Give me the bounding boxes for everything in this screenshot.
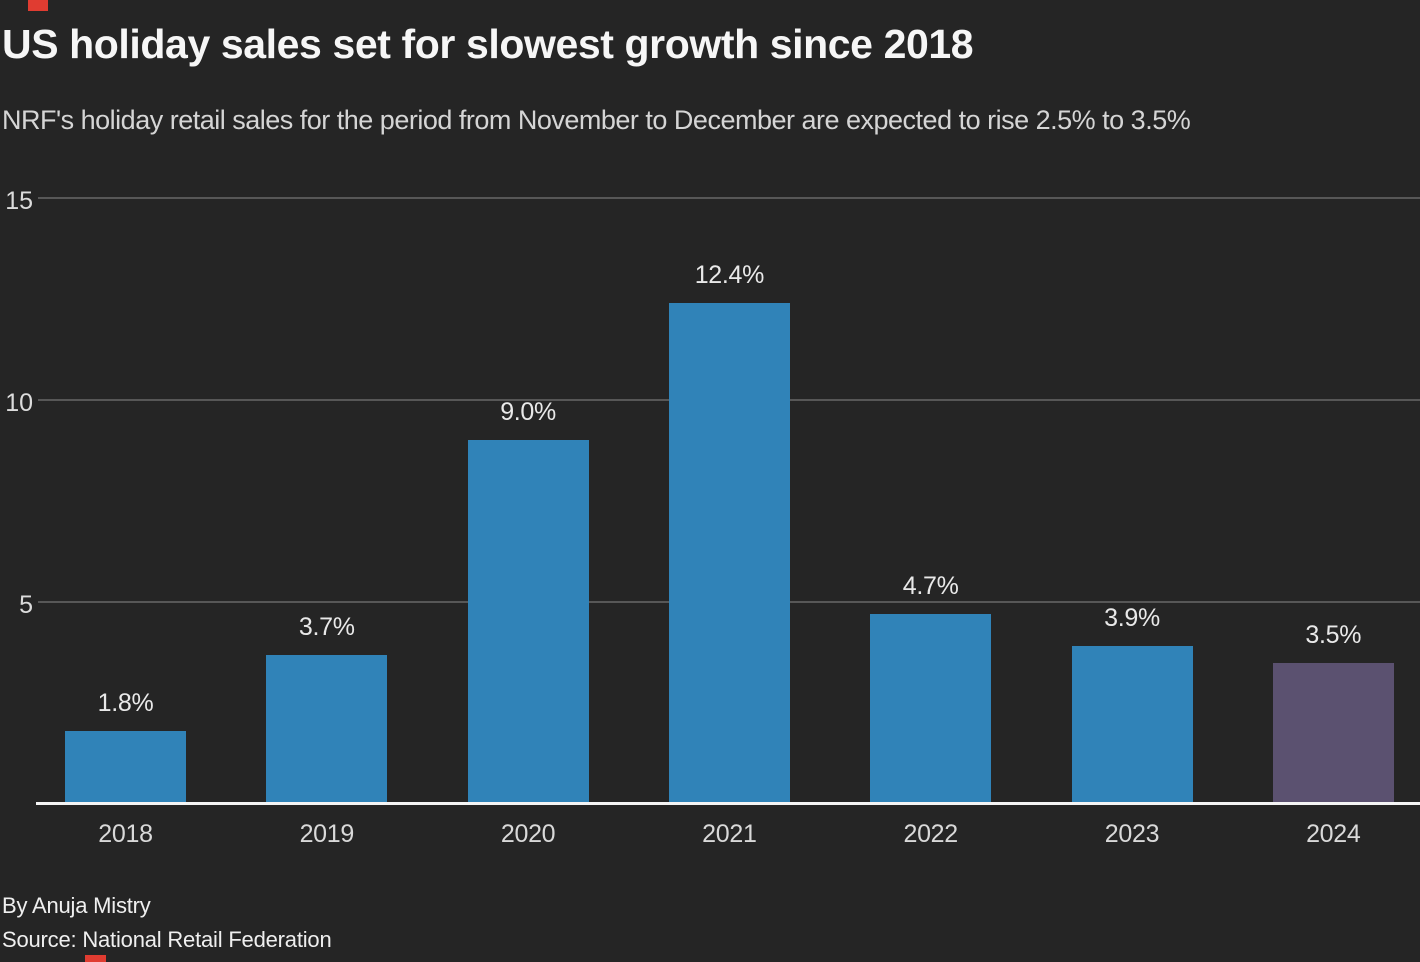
gridline-15 [38, 197, 1420, 199]
x-tick-label-2022: 2022 [903, 820, 958, 848]
bar-value-label-2020: 9.0% [500, 398, 556, 426]
brand-red-square [28, 0, 48, 11]
bar-2019 [266, 655, 387, 804]
bar-2022 [870, 614, 991, 804]
bar-2024 [1273, 663, 1394, 804]
chart-subtitle: NRF's holiday retail sales for the perio… [2, 105, 1191, 135]
x-axis-line [36, 802, 1420, 805]
y-tick-label-5: 5 [19, 591, 33, 619]
bar-2020 [468, 440, 589, 804]
chart-title: US holiday sales set for slowest growth … [2, 21, 974, 67]
bar-2021 [669, 303, 790, 804]
bar-value-label-2023: 3.9% [1104, 604, 1160, 632]
source-line: Source: National Retail Federation [2, 927, 332, 952]
bar-value-label-2019: 3.7% [298, 613, 355, 641]
bar-value-label-2018: 1.8% [97, 689, 154, 717]
x-tick-label-2019: 2019 [299, 820, 355, 848]
bar-value-label-2021: 12.4% [694, 261, 765, 289]
x-tick-label-2020: 2020 [500, 820, 556, 848]
y-tick-label-15: 15 [5, 187, 33, 215]
y-tick-label-10: 10 [5, 389, 33, 417]
byline: By Anuja Mistry [2, 893, 151, 918]
x-tick-label-2018: 2018 [98, 820, 153, 848]
bar-2018 [65, 731, 186, 804]
bar-value-label-2024: 3.5% [1305, 621, 1362, 649]
bar-2023 [1072, 646, 1193, 804]
brand-logo-fragment [85, 955, 106, 962]
x-tick-label-2024: 2024 [1306, 820, 1361, 848]
x-tick-label-2023: 2023 [1104, 820, 1160, 848]
x-tick-label-2021: 2021 [702, 820, 757, 848]
bar-value-label-2022: 4.7% [902, 572, 959, 600]
